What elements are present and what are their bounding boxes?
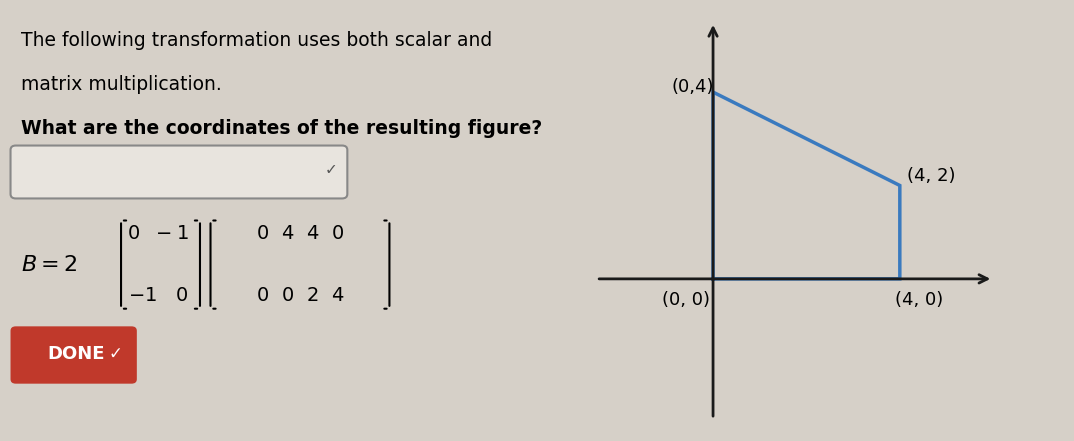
- Text: $0\ \ 4\ \ 4\ \ 0$: $0\ \ 4\ \ 4\ \ 0$: [256, 224, 344, 243]
- Text: (4, 0): (4, 0): [895, 291, 943, 309]
- Text: $-1\ \ \ 0$: $-1\ \ \ 0$: [128, 286, 188, 305]
- Text: ✓: ✓: [108, 345, 122, 363]
- Text: (0,4): (0,4): [671, 78, 713, 97]
- FancyBboxPatch shape: [11, 326, 136, 384]
- Text: ✓: ✓: [325, 162, 338, 177]
- Text: $B = 2$: $B = 2$: [21, 254, 77, 275]
- Text: matrix multiplication.: matrix multiplication.: [21, 75, 222, 94]
- FancyBboxPatch shape: [11, 146, 347, 198]
- Text: (0, 0): (0, 0): [662, 291, 710, 309]
- Text: What are the coordinates of the resulting figure?: What are the coordinates of the resultin…: [21, 119, 542, 138]
- Text: $0\ \ 0\ \ 2\ \ 4$: $0\ \ 0\ \ 2\ \ 4$: [256, 286, 345, 305]
- Text: The following transformation uses both scalar and: The following transformation uses both s…: [21, 31, 492, 50]
- Text: DONE: DONE: [47, 345, 105, 363]
- Text: $0\ \ -1$: $0\ \ -1$: [127, 224, 189, 243]
- Text: (4, 2): (4, 2): [906, 167, 956, 185]
